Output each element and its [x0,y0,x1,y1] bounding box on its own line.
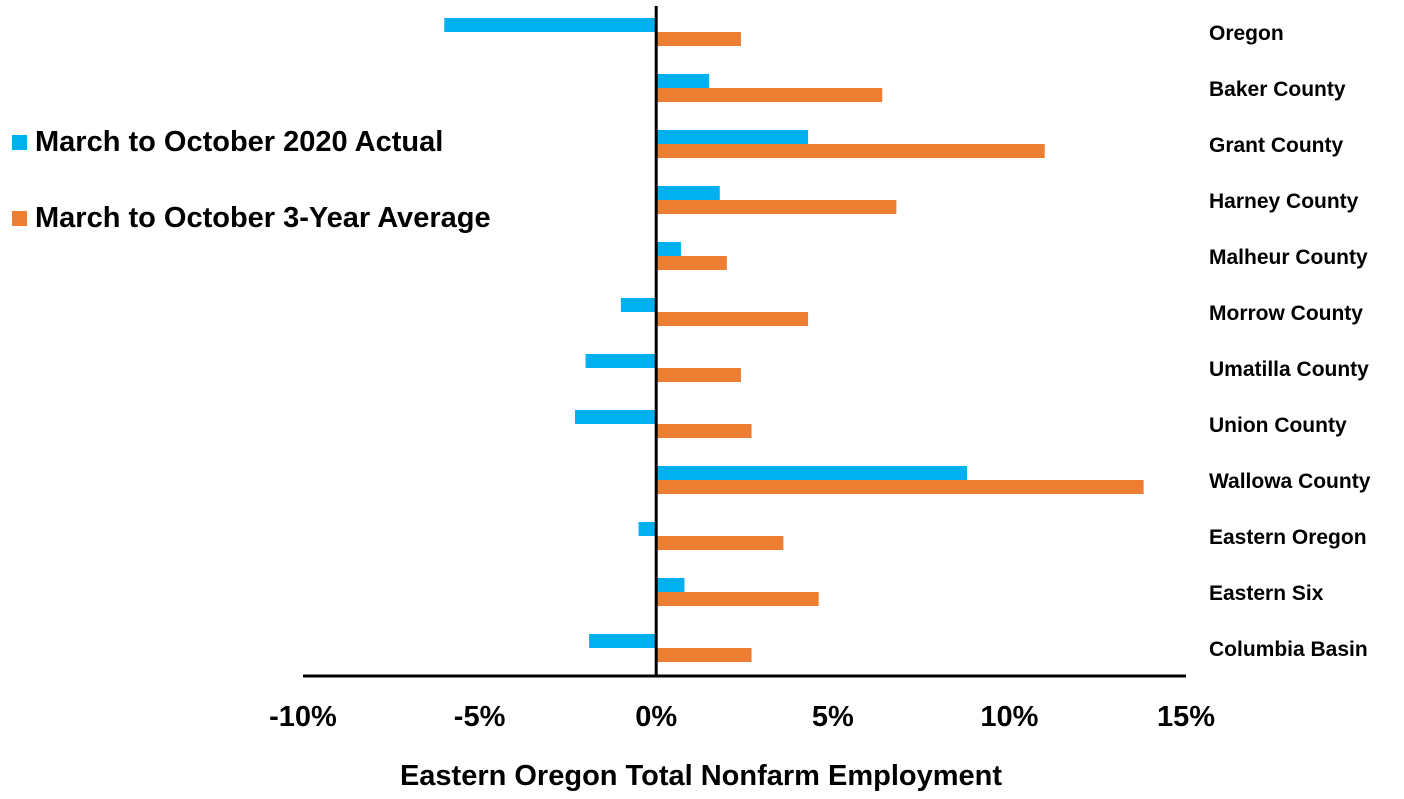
bar-average-oregon [656,32,741,46]
x-tick-label: 10% [980,701,1038,733]
bar-average-union-county [656,424,752,438]
bar-actual-umatilla-county [585,354,657,368]
category-labels: Oregon Baker County Grant County Harney Cou… [1209,22,1371,661]
category-label-eastern-oregon: Eastern Oregon [1209,526,1367,549]
bars [444,18,1144,662]
bar-actual-harney-county [656,186,720,200]
category-label-columbia-basin: Columbia Basin [1209,638,1368,661]
legend-item-average: March to October 3-Year Average [12,202,491,235]
category-label-union-county: Union County [1209,414,1347,437]
bar-average-baker-county [656,88,883,102]
bar-average-harney-county [656,200,897,214]
legend-label-average: March to October 3-Year Average [35,202,491,234]
legend-swatch-average [12,211,27,226]
x-axis-title: Eastern Oregon Total Nonfarm Employment [400,760,1002,792]
x-tick-label: -10% [269,701,337,733]
bar-average-eastern-six [656,592,819,606]
legend-label-actual: March to October 2020 Actual [35,126,444,158]
category-label-morrow-county: Morrow County [1209,302,1363,325]
category-label-umatilla-county: Umatilla County [1209,358,1369,381]
bar-average-columbia-basin [656,648,752,662]
category-label-oregon: Oregon [1209,22,1284,45]
bar-actual-columbia-basin [589,634,657,648]
category-label-grant-county: Grant County [1209,134,1343,157]
bar-actual-wallowa-county [656,466,968,480]
bar-actual-grant-county [656,130,809,144]
category-label-harney-county: Harney County [1209,190,1359,213]
bar-average-grant-county [656,144,1045,158]
bar-average-wallowa-county [656,480,1144,494]
x-tick-label: 5% [812,701,854,733]
bar-average-umatilla-county [656,368,741,382]
bar-actual-eastern-six [656,578,685,592]
x-tick-label: 0% [635,701,677,733]
category-label-wallowa-county: Wallowa County [1209,470,1371,493]
bar-actual-oregon [444,18,657,32]
bar-average-eastern-oregon [656,536,784,550]
bar-actual-morrow-county [620,298,657,312]
bar-average-malheur-county [656,256,727,270]
x-tick-label: -5% [454,701,506,733]
category-label-baker-county: Baker County [1209,78,1346,101]
legend-item-actual: March to October 2020 Actual [12,126,443,159]
category-label-eastern-six: Eastern Six [1209,582,1324,605]
bar-actual-eastern-oregon [638,522,657,536]
x-tick-label: 15% [1157,701,1215,733]
bar-actual-baker-county [656,74,710,88]
legend-swatch-actual [12,135,27,150]
x-tick-labels: -10% -5% 0% 5% 10% 15% [269,701,1215,733]
bar-actual-union-county [574,410,657,424]
bar-average-morrow-county [656,312,809,326]
category-label-malheur-county: Malheur County [1209,246,1368,269]
bar-actual-malheur-county [656,242,681,256]
